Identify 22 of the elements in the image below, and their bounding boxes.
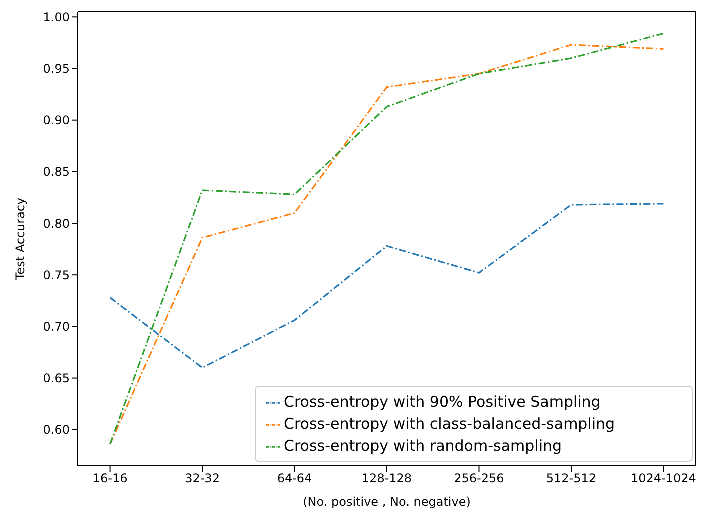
y-tick-label: 0.75 (43, 268, 70, 282)
x-tick-label: 16-16 (92, 472, 128, 486)
legend-label: Cross-entropy with random-sampling (284, 437, 562, 455)
y-tick-label: 0.60 (43, 423, 70, 438)
x-tick-label: 256-256 (454, 472, 504, 486)
line-series (109, 203, 665, 369)
x-tick-label: 64-64 (277, 472, 312, 486)
y-tick-label: 0.70 (43, 320, 70, 334)
y-tick-label: 1.00 (43, 10, 70, 24)
legend-label: Cross-entropy with class-balanced-sampling (284, 415, 616, 433)
x-axis-title: (No. positive , No. negative) (303, 495, 471, 509)
y-tick-label: 0.80 (43, 216, 70, 231)
y-tick-label: 0.90 (43, 114, 70, 128)
y-axis-title: Test Accuracy (13, 198, 28, 282)
x-tick-label: 1024-1024 (631, 472, 696, 486)
x-tick-label: 128-128 (362, 472, 412, 486)
y-tick-label: 0.65 (43, 372, 70, 386)
legend-label: Cross-entropy with 90% Positive Sampling (284, 393, 601, 411)
y-tick-label: 0.85 (43, 165, 70, 180)
y-tick-label: 0.95 (43, 62, 70, 76)
x-tick-label: 32-32 (185, 472, 220, 486)
x-tick-label: 512-512 (546, 472, 597, 486)
